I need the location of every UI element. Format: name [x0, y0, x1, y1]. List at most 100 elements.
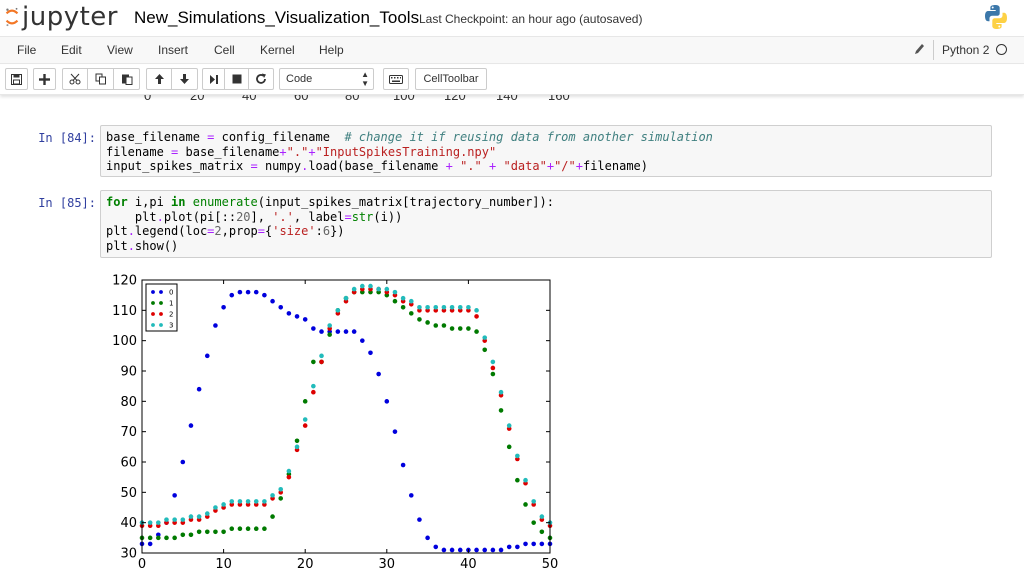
data-point-series-0 — [392, 429, 398, 434]
cell-type-select[interactable]: Code ▲ ▼ — [279, 68, 374, 90]
data-point-series-0 — [286, 311, 292, 316]
data-point-series-0 — [474, 547, 479, 553]
menu-insert[interactable]: Insert — [158, 43, 189, 57]
move-up-button[interactable] — [146, 68, 172, 90]
menu-help[interactable]: Help — [319, 43, 344, 57]
insert-cell-button[interactable] — [33, 68, 56, 90]
data-point-series-1 — [433, 323, 439, 328]
data-point-series-1 — [449, 326, 455, 331]
kernel-name: Python 2 — [933, 40, 989, 60]
data-point-series-1 — [302, 399, 308, 404]
menu-cell[interactable]: Cell — [214, 43, 235, 57]
prev-tick-label: 140 — [496, 95, 518, 103]
data-point-series-3 — [278, 487, 284, 492]
prev-tick-label: 0 — [144, 95, 152, 103]
data-point-series-3 — [457, 305, 463, 310]
arrow-down-icon — [180, 74, 189, 84]
cell-output-plot: 0 10 20 30 40 50 30 40 50 60 70 80 90 100 110 120 0 1 2 3 — [100, 267, 570, 584]
move-down-button[interactable] — [172, 68, 198, 90]
paste-button[interactable] — [114, 68, 140, 90]
data-point-series-0 — [172, 493, 177, 498]
data-point-series-3 — [539, 514, 545, 519]
data-point-series-3 — [286, 468, 292, 474]
run-cell-button[interactable] — [202, 68, 225, 90]
celltoolbar-button[interactable]: CellToolbar — [415, 68, 487, 90]
scatter-chart: 0 10 20 30 40 50 30 40 50 60 70 80 90 100 110 120 0 1 2 3 — [112, 274, 558, 573]
python-logo-icon — [985, 5, 1007, 29]
data-point-series-1 — [457, 326, 463, 331]
data-point-series-0 — [188, 423, 194, 428]
pencil-icon[interactable] — [913, 42, 925, 56]
code-line: plt.plot(pi[::20], '.', label=str(i)) — [106, 209, 403, 224]
data-point-series-3 — [343, 295, 349, 301]
data-point-series-3 — [253, 499, 259, 504]
code-cell-85[interactable]: for i,pi in enumerate(input_spikes_matri… — [100, 190, 992, 258]
data-point-series-3 — [523, 477, 528, 483]
data-point-series-1 — [147, 535, 153, 541]
cell-type-value: Code — [286, 73, 313, 85]
data-point-series-3 — [319, 353, 324, 359]
data-point-series-3 — [229, 499, 235, 504]
restart-kernel-button[interactable] — [249, 68, 274, 90]
data-point-series-1 — [156, 535, 161, 541]
data-point-series-1 — [408, 311, 414, 316]
y-tick-label: 60 — [120, 456, 137, 471]
cut-button[interactable] — [62, 68, 88, 90]
prev-tick-label: 80 — [345, 95, 360, 103]
data-point-series-1 — [523, 502, 528, 507]
data-point-series-3 — [474, 308, 479, 313]
x-tick-label: 20 — [297, 557, 314, 572]
data-point-series-0 — [196, 386, 202, 392]
data-point-series-1 — [262, 526, 267, 532]
data-point-series-3 — [147, 520, 153, 525]
data-point-series-0 — [351, 329, 357, 334]
data-point-series-1 — [474, 329, 479, 334]
data-point-series-1 — [425, 320, 430, 325]
notebook-title[interactable]: New_Simulations_Visualization_Tools — [134, 8, 420, 27]
code-cell-84[interactable]: base_filename = config_filename # change… — [100, 125, 992, 177]
data-point-series-1 — [466, 326, 471, 331]
data-point-series-1 — [270, 514, 275, 519]
data-point-series-0 — [441, 547, 447, 553]
data-point-series-1 — [417, 317, 422, 322]
data-point-series-3 — [482, 335, 488, 340]
copy-button[interactable] — [88, 68, 114, 90]
legend-marker — [159, 323, 163, 327]
data-point-series-0 — [311, 326, 316, 331]
prev-tick-label: 120 — [444, 95, 466, 103]
menu-view[interactable]: View — [107, 43, 133, 57]
menu-edit[interactable]: Edit — [61, 43, 82, 57]
data-point-series-3 — [425, 305, 430, 310]
data-point-series-2 — [319, 359, 324, 365]
plot-frame — [141, 279, 551, 554]
data-point-series-1 — [188, 532, 194, 538]
data-point-series-0 — [408, 493, 414, 498]
code-line: for i,pi in enumerate(input_spikes_matri… — [106, 195, 554, 209]
data-point-series-3 — [204, 511, 210, 516]
data-point-series-3 — [384, 286, 390, 292]
data-point-series-2 — [311, 389, 316, 395]
x-tick-label: 40 — [460, 557, 477, 572]
data-point-series-3 — [237, 499, 243, 504]
command-palette-button[interactable] — [383, 68, 409, 90]
data-point-series-1 — [400, 305, 406, 310]
data-point-series-0 — [245, 289, 251, 295]
jupyter-logo[interactable]: jupyter — [4, 2, 118, 32]
save-button[interactable] — [5, 68, 28, 90]
menu-kernel[interactable]: Kernel — [260, 43, 295, 57]
data-point-series-3 — [262, 499, 267, 504]
cell-prompt: In [85]: — [38, 196, 96, 210]
cell-prompt: In [84]: — [38, 131, 96, 145]
plus-icon — [39, 73, 50, 85]
data-point-series-0 — [335, 329, 341, 334]
data-point-series-3 — [449, 305, 455, 310]
code-line: plt.legend(loc=2,prop={'size':6}) — [106, 224, 345, 238]
data-point-series-3 — [213, 505, 218, 510]
checkpoint-status: Last Checkpoint: an hour ago (autosaved) — [419, 12, 643, 26]
prev-tick-label: 60 — [294, 95, 309, 103]
interrupt-kernel-button[interactable] — [225, 68, 249, 90]
data-point-series-3 — [441, 305, 447, 310]
arrow-up-icon — [154, 74, 164, 84]
data-point-series-3 — [327, 323, 332, 328]
menu-file[interactable]: File — [17, 43, 37, 57]
